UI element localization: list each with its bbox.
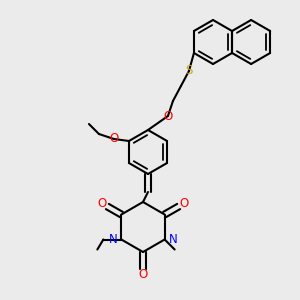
Text: O: O xyxy=(179,197,188,210)
Text: O: O xyxy=(138,268,148,281)
Text: O: O xyxy=(98,197,107,210)
Text: S: S xyxy=(185,64,193,77)
Text: N: N xyxy=(109,233,117,246)
Text: O: O xyxy=(109,133,119,146)
Text: N: N xyxy=(169,233,177,246)
Text: O: O xyxy=(163,110,172,122)
